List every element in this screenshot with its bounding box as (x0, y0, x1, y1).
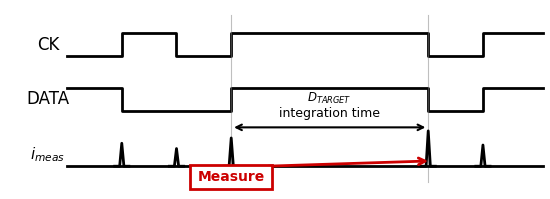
Text: $i_{meas}$: $i_{meas}$ (30, 145, 65, 164)
Text: Measure: Measure (197, 170, 265, 184)
FancyBboxPatch shape (190, 165, 272, 189)
Text: $D_{TARGET}$: $D_{TARGET}$ (307, 91, 352, 106)
Text: integration time: integration time (279, 106, 380, 120)
Text: CK: CK (37, 36, 59, 54)
Text: DATA: DATA (26, 91, 69, 108)
